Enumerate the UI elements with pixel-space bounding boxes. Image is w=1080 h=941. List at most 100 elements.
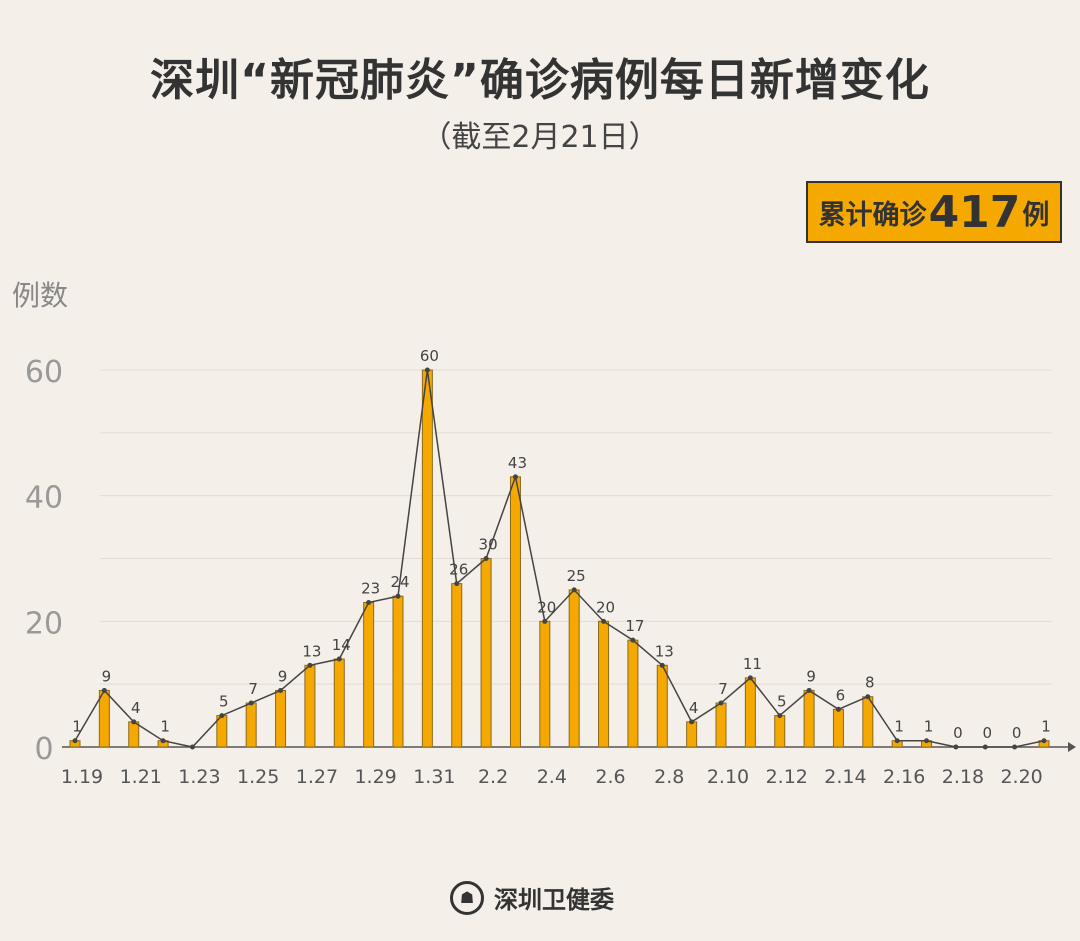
data-label: 1 <box>924 718 934 736</box>
data-label: 11 <box>743 655 762 673</box>
point-1.23 <box>189 744 195 750</box>
x-tick-label: 2.2 <box>478 766 508 788</box>
point-1.20 <box>101 687 107 693</box>
data-label: 60 <box>420 347 439 365</box>
y-tick-label: 0 <box>34 732 53 767</box>
data-label: 25 <box>567 567 586 585</box>
bar-1.20 <box>98 689 110 748</box>
y-tick-label: 40 <box>25 481 63 516</box>
point-1.19 <box>72 738 78 744</box>
point-2.14 <box>835 706 841 712</box>
x-tick-label: 2.4 <box>537 766 567 788</box>
x-tick-label: 2.16 <box>883 766 925 788</box>
data-label: 20 <box>596 598 615 616</box>
bar-1.26 <box>275 689 287 748</box>
bar-2.8 <box>656 664 668 748</box>
bar-1.25 <box>245 702 257 748</box>
data-label: 26 <box>449 561 468 579</box>
point-2.20 <box>1012 744 1018 750</box>
bar-2.10 <box>715 702 727 748</box>
bar-2.7 <box>627 639 639 748</box>
point-2.2 <box>483 556 489 561</box>
bar-1.29 <box>363 601 375 748</box>
bar-1.21 <box>128 721 140 748</box>
data-label: 0 <box>1012 724 1022 742</box>
data-label: 1 <box>894 718 904 736</box>
data-label: 8 <box>865 674 875 692</box>
data-label: 4 <box>689 699 699 717</box>
data-label: 4 <box>131 699 141 717</box>
point-1.25 <box>248 700 254 706</box>
bar-1.28 <box>333 658 345 748</box>
page-title: 深圳“新冠肺炎”确诊病例每日新增变化 <box>150 55 930 106</box>
data-label: 5 <box>777 693 787 711</box>
bar-1.30 <box>392 595 404 748</box>
point-2.11 <box>747 675 753 681</box>
x-tick-label: 1.29 <box>354 766 396 788</box>
point-2.13 <box>806 687 812 693</box>
data-label: 7 <box>248 680 258 698</box>
x-tick-label: 2.8 <box>654 766 684 788</box>
data-label: 23 <box>361 579 380 597</box>
point-1.21 <box>131 719 137 725</box>
bar-2.1 <box>451 583 463 748</box>
footer: ☗ 深圳卫健委 <box>450 880 614 915</box>
data-label: 7 <box>718 680 728 698</box>
x-tick-label: 1.23 <box>178 766 220 788</box>
point-1.27 <box>307 662 313 668</box>
point-2.8 <box>659 662 665 668</box>
x-tick-label: 2.14 <box>824 766 866 788</box>
x-tick-label: 2.6 <box>595 766 625 788</box>
data-label: 14 <box>332 636 351 654</box>
bar-2.11 <box>744 677 756 748</box>
bar-1.27 <box>304 664 316 748</box>
bar-2.14 <box>832 708 844 748</box>
y-tick-label: 60 <box>25 355 63 390</box>
point-1.24 <box>219 713 225 719</box>
point-2.18 <box>953 744 959 750</box>
total-suffix: 例 <box>1022 199 1050 231</box>
data-label: 24 <box>390 573 409 591</box>
bar-2.2 <box>480 558 492 748</box>
data-label: 5 <box>219 693 229 711</box>
data-label: 1 <box>72 718 82 736</box>
x-tick-label: 2.10 <box>707 766 749 788</box>
point-2.6 <box>601 618 607 624</box>
point-1.26 <box>278 687 284 693</box>
bar-2.12 <box>774 715 786 748</box>
point-2.19 <box>982 744 988 750</box>
bar-1.31 <box>421 369 433 748</box>
x-tick-label: 1.25 <box>237 766 279 788</box>
y-tick-label: 20 <box>25 606 63 641</box>
bar-2.4 <box>539 620 551 748</box>
x-tick-label: 2.12 <box>766 766 808 788</box>
data-label: 0 <box>982 724 992 742</box>
bar-2.5 <box>568 589 580 748</box>
point-2.1 <box>454 581 460 587</box>
point-2.16 <box>894 738 900 744</box>
x-tick-label: 2.20 <box>1000 766 1042 788</box>
trend-line <box>74 369 1045 748</box>
total-prefix: 累计确诊 <box>818 199 927 231</box>
data-label: 1 <box>160 718 170 736</box>
total-number: 417 <box>928 186 1021 238</box>
point-2.21 <box>1041 738 1047 744</box>
data-label: 9 <box>278 667 288 685</box>
bar-2.15 <box>862 696 874 748</box>
point-2.15 <box>865 694 871 700</box>
point-1.22 <box>160 738 166 744</box>
data-label: 43 <box>508 454 527 472</box>
data-label: 20 <box>537 598 556 616</box>
point-2.7 <box>630 637 636 643</box>
subtitle: （截至2月21日） <box>421 120 659 155</box>
point-1.28 <box>336 656 342 662</box>
point-1.31 <box>424 367 430 373</box>
data-label: 0 <box>953 724 963 742</box>
health-commission-seal-icon: ☗ <box>450 880 484 915</box>
point-2.3 <box>512 474 518 480</box>
x-tick-label: 1.21 <box>120 766 162 788</box>
bar-2.13 <box>803 689 815 748</box>
data-label: 9 <box>806 667 816 685</box>
